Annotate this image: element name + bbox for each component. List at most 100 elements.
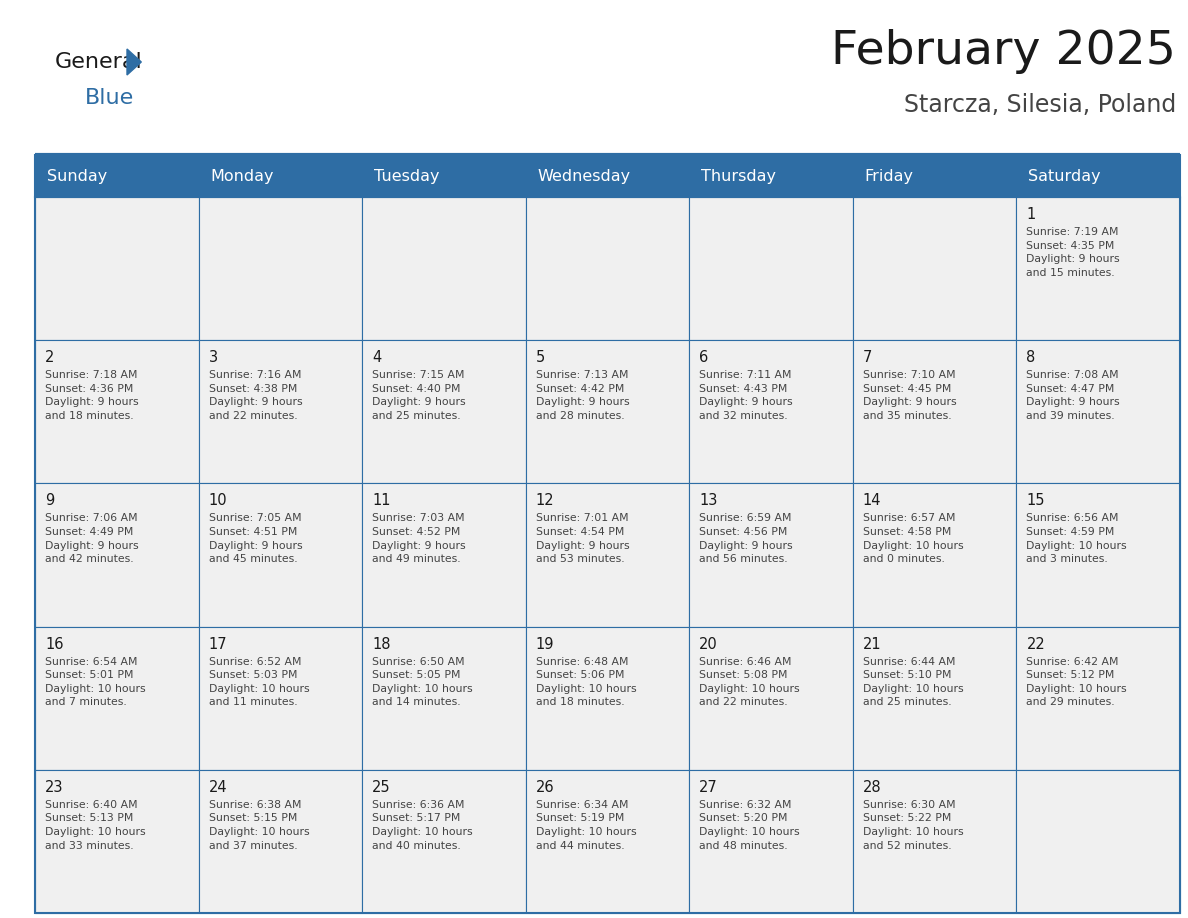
Text: Sunrise: 7:15 AM
Sunset: 4:40 PM
Daylight: 9 hours
and 25 minutes.: Sunrise: 7:15 AM Sunset: 4:40 PM Dayligh… [372, 370, 466, 421]
Bar [362, 197, 526, 341]
Text: 19: 19 [536, 636, 555, 652]
Text: 11: 11 [372, 493, 391, 509]
Text: Sunrise: 7:08 AM
Sunset: 4:47 PM
Daylight: 9 hours
and 39 minutes.: Sunrise: 7:08 AM Sunset: 4:47 PM Dayligh… [1026, 370, 1120, 421]
Bar [526, 197, 689, 341]
Text: Sunrise: 6:50 AM
Sunset: 5:05 PM
Daylight: 10 hours
and 14 minutes.: Sunrise: 6:50 AM Sunset: 5:05 PM Dayligh… [372, 656, 473, 708]
Text: 26: 26 [536, 779, 555, 795]
Bar [362, 341, 526, 484]
Text: Sunrise: 6:42 AM
Sunset: 5:12 PM
Daylight: 10 hours
and 29 minutes.: Sunrise: 6:42 AM Sunset: 5:12 PM Dayligh… [1026, 656, 1127, 708]
Text: Sunrise: 7:19 AM
Sunset: 4:35 PM
Daylight: 9 hours
and 15 minutes.: Sunrise: 7:19 AM Sunset: 4:35 PM Dayligh… [1026, 227, 1120, 278]
Text: Sunrise: 7:11 AM
Sunset: 4:43 PM
Daylight: 9 hours
and 32 minutes.: Sunrise: 7:11 AM Sunset: 4:43 PM Dayligh… [700, 370, 792, 421]
Text: Thursday: Thursday [701, 169, 776, 184]
Text: February 2025: February 2025 [832, 29, 1176, 74]
Text: Sunrise: 6:32 AM
Sunset: 5:20 PM
Daylight: 10 hours
and 48 minutes.: Sunrise: 6:32 AM Sunset: 5:20 PM Dayligh… [700, 800, 800, 851]
Text: 20: 20 [700, 636, 718, 652]
Text: Sunrise: 6:34 AM
Sunset: 5:19 PM
Daylight: 10 hours
and 44 minutes.: Sunrise: 6:34 AM Sunset: 5:19 PM Dayligh… [536, 800, 637, 851]
Text: Sunrise: 6:44 AM
Sunset: 5:10 PM
Daylight: 10 hours
and 25 minutes.: Sunrise: 6:44 AM Sunset: 5:10 PM Dayligh… [862, 656, 963, 708]
Bar [34, 155, 1180, 197]
Polygon shape [127, 49, 141, 75]
Text: 8: 8 [1026, 350, 1036, 365]
Text: Sunrise: 7:10 AM
Sunset: 4:45 PM
Daylight: 9 hours
and 35 minutes.: Sunrise: 7:10 AM Sunset: 4:45 PM Dayligh… [862, 370, 956, 421]
Bar [34, 155, 1180, 913]
Bar [362, 627, 526, 770]
Text: Sunrise: 6:40 AM
Sunset: 5:13 PM
Daylight: 10 hours
and 33 minutes.: Sunrise: 6:40 AM Sunset: 5:13 PM Dayligh… [45, 800, 146, 851]
Text: 14: 14 [862, 493, 881, 509]
Text: 27: 27 [700, 779, 718, 795]
Bar [34, 770, 198, 913]
Text: 10: 10 [209, 493, 227, 509]
Bar [526, 770, 689, 913]
Bar [853, 770, 1017, 913]
Text: Wednesday: Wednesday [538, 169, 631, 184]
Text: 2: 2 [45, 350, 55, 365]
Bar [689, 770, 853, 913]
Bar [362, 770, 526, 913]
Text: 18: 18 [372, 636, 391, 652]
Text: Sunrise: 6:56 AM
Sunset: 4:59 PM
Daylight: 10 hours
and 3 minutes.: Sunrise: 6:56 AM Sunset: 4:59 PM Dayligh… [1026, 513, 1127, 565]
Text: 24: 24 [209, 779, 227, 795]
Text: 12: 12 [536, 493, 555, 509]
Text: Sunrise: 6:59 AM
Sunset: 4:56 PM
Daylight: 9 hours
and 56 minutes.: Sunrise: 6:59 AM Sunset: 4:56 PM Dayligh… [700, 513, 792, 565]
Text: Sunrise: 6:48 AM
Sunset: 5:06 PM
Daylight: 10 hours
and 18 minutes.: Sunrise: 6:48 AM Sunset: 5:06 PM Dayligh… [536, 656, 637, 708]
Text: 28: 28 [862, 779, 881, 795]
Bar [198, 770, 362, 913]
Text: 15: 15 [1026, 493, 1045, 509]
Text: Saturday: Saturday [1029, 169, 1101, 184]
Bar [198, 627, 362, 770]
Text: Sunrise: 6:30 AM
Sunset: 5:22 PM
Daylight: 10 hours
and 52 minutes.: Sunrise: 6:30 AM Sunset: 5:22 PM Dayligh… [862, 800, 963, 851]
Text: Sunrise: 6:46 AM
Sunset: 5:08 PM
Daylight: 10 hours
and 22 minutes.: Sunrise: 6:46 AM Sunset: 5:08 PM Dayligh… [700, 656, 800, 708]
Text: Sunrise: 6:57 AM
Sunset: 4:58 PM
Daylight: 10 hours
and 0 minutes.: Sunrise: 6:57 AM Sunset: 4:58 PM Dayligh… [862, 513, 963, 565]
Bar [198, 484, 362, 627]
Text: Monday: Monday [210, 169, 274, 184]
Bar [853, 197, 1017, 341]
Text: Sunrise: 7:06 AM
Sunset: 4:49 PM
Daylight: 9 hours
and 42 minutes.: Sunrise: 7:06 AM Sunset: 4:49 PM Dayligh… [45, 513, 139, 565]
Bar [198, 197, 362, 341]
Bar [1017, 770, 1180, 913]
Text: Starcza, Silesia, Poland: Starcza, Silesia, Poland [904, 93, 1176, 117]
Text: Friday: Friday [865, 169, 914, 184]
Bar [526, 627, 689, 770]
Text: Sunrise: 6:36 AM
Sunset: 5:17 PM
Daylight: 10 hours
and 40 minutes.: Sunrise: 6:36 AM Sunset: 5:17 PM Dayligh… [372, 800, 473, 851]
Text: Blue: Blue [86, 88, 134, 108]
Bar [689, 341, 853, 484]
Bar [689, 484, 853, 627]
Text: 3: 3 [209, 350, 217, 365]
Text: 13: 13 [700, 493, 718, 509]
Text: 6: 6 [700, 350, 708, 365]
Bar [689, 197, 853, 341]
Bar [34, 627, 198, 770]
Text: Sunrise: 6:54 AM
Sunset: 5:01 PM
Daylight: 10 hours
and 7 minutes.: Sunrise: 6:54 AM Sunset: 5:01 PM Dayligh… [45, 656, 146, 708]
Text: 1: 1 [1026, 207, 1036, 222]
Text: 23: 23 [45, 779, 63, 795]
Text: Sunrise: 7:01 AM
Sunset: 4:54 PM
Daylight: 9 hours
and 53 minutes.: Sunrise: 7:01 AM Sunset: 4:54 PM Dayligh… [536, 513, 630, 565]
Text: Sunrise: 7:05 AM
Sunset: 4:51 PM
Daylight: 9 hours
and 45 minutes.: Sunrise: 7:05 AM Sunset: 4:51 PM Dayligh… [209, 513, 302, 565]
Bar [34, 484, 198, 627]
Bar [1017, 484, 1180, 627]
Bar [689, 627, 853, 770]
Text: 7: 7 [862, 350, 872, 365]
Bar [198, 341, 362, 484]
Text: 22: 22 [1026, 636, 1045, 652]
Text: Sunrise: 7:03 AM
Sunset: 4:52 PM
Daylight: 9 hours
and 49 minutes.: Sunrise: 7:03 AM Sunset: 4:52 PM Dayligh… [372, 513, 466, 565]
Bar [362, 484, 526, 627]
Text: 9: 9 [45, 493, 55, 509]
Text: 16: 16 [45, 636, 63, 652]
Text: Sunrise: 7:13 AM
Sunset: 4:42 PM
Daylight: 9 hours
and 28 minutes.: Sunrise: 7:13 AM Sunset: 4:42 PM Dayligh… [536, 370, 630, 421]
Text: Tuesday: Tuesday [374, 169, 440, 184]
Text: 21: 21 [862, 636, 881, 652]
Bar [34, 341, 198, 484]
Bar [853, 627, 1017, 770]
Text: 5: 5 [536, 350, 545, 365]
Bar [1017, 197, 1180, 341]
Text: Sunrise: 6:52 AM
Sunset: 5:03 PM
Daylight: 10 hours
and 11 minutes.: Sunrise: 6:52 AM Sunset: 5:03 PM Dayligh… [209, 656, 309, 708]
Text: Sunrise: 7:18 AM
Sunset: 4:36 PM
Daylight: 9 hours
and 18 minutes.: Sunrise: 7:18 AM Sunset: 4:36 PM Dayligh… [45, 370, 139, 421]
Bar [526, 341, 689, 484]
Text: Sunrise: 6:38 AM
Sunset: 5:15 PM
Daylight: 10 hours
and 37 minutes.: Sunrise: 6:38 AM Sunset: 5:15 PM Dayligh… [209, 800, 309, 851]
Bar [1017, 627, 1180, 770]
Text: 4: 4 [372, 350, 381, 365]
Bar [1017, 341, 1180, 484]
Text: Sunday: Sunday [48, 169, 107, 184]
Text: General: General [55, 52, 143, 72]
Bar [34, 197, 198, 341]
Text: Sunrise: 7:16 AM
Sunset: 4:38 PM
Daylight: 9 hours
and 22 minutes.: Sunrise: 7:16 AM Sunset: 4:38 PM Dayligh… [209, 370, 302, 421]
